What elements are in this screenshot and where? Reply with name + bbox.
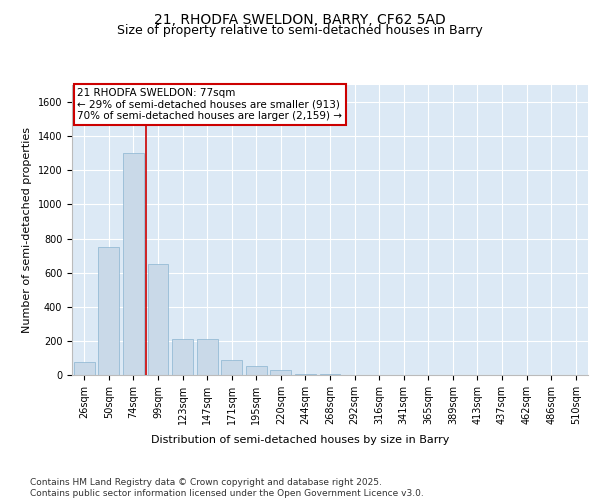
Text: Distribution of semi-detached houses by size in Barry: Distribution of semi-detached houses by …	[151, 435, 449, 445]
Bar	[197, 339, 218, 375]
Bar	[320, 374, 340, 375]
Bar	[221, 360, 242, 375]
Bar	[74, 362, 95, 375]
Bar	[98, 247, 119, 375]
Bar	[271, 370, 292, 375]
Bar	[148, 264, 169, 375]
Bar	[123, 153, 144, 375]
Text: Size of property relative to semi-detached houses in Barry: Size of property relative to semi-detach…	[117, 24, 483, 37]
Bar	[246, 366, 267, 375]
Text: 21 RHODFA SWELDON: 77sqm
← 29% of semi-detached houses are smaller (913)
70% of : 21 RHODFA SWELDON: 77sqm ← 29% of semi-d…	[77, 88, 342, 121]
Bar	[172, 339, 193, 375]
Bar	[295, 374, 316, 375]
Text: 21, RHODFA SWELDON, BARRY, CF62 5AD: 21, RHODFA SWELDON, BARRY, CF62 5AD	[154, 12, 446, 26]
Text: Contains HM Land Registry data © Crown copyright and database right 2025.
Contai: Contains HM Land Registry data © Crown c…	[30, 478, 424, 498]
Y-axis label: Number of semi-detached properties: Number of semi-detached properties	[22, 127, 32, 333]
